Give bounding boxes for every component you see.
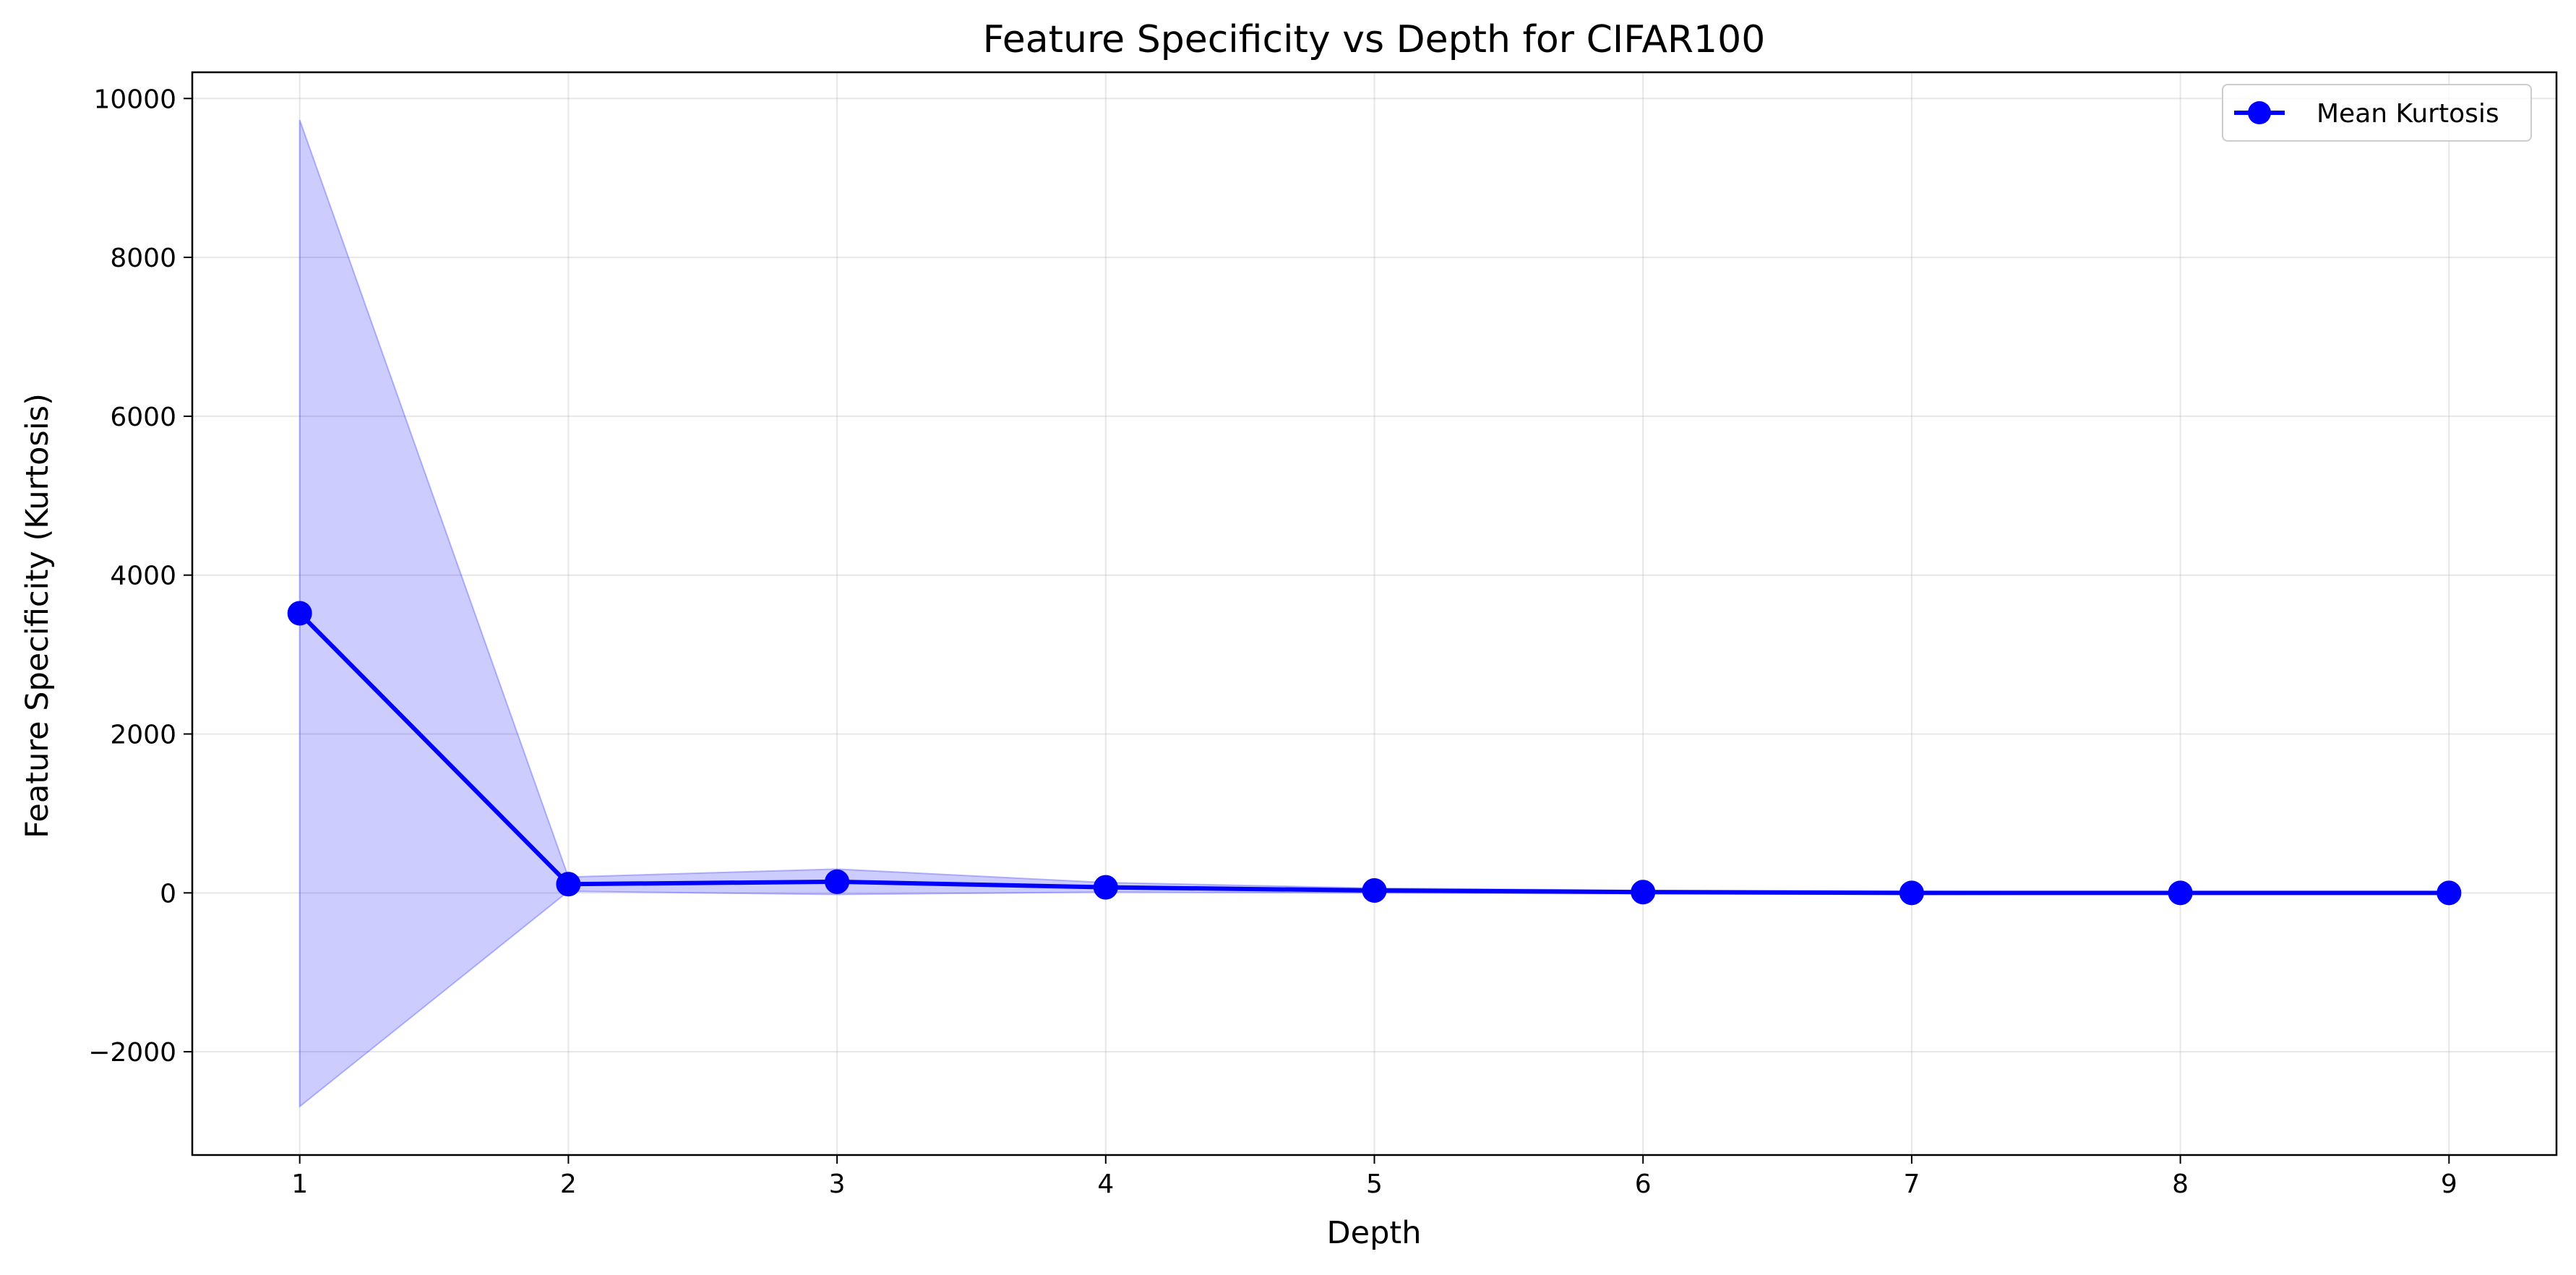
x-tick-label: 5 xyxy=(1366,1169,1383,1199)
x-tick-label: 1 xyxy=(291,1169,308,1199)
y-tick-label: 10000 xyxy=(93,85,176,114)
legend: Mean Kurtosis xyxy=(2222,84,2532,142)
legend-box xyxy=(2222,84,2532,142)
x-tick-label: 3 xyxy=(829,1169,846,1199)
x-tick-label: 2 xyxy=(560,1169,577,1199)
x-axis-label: Depth xyxy=(1327,1215,1422,1251)
data-point xyxy=(1899,880,1924,906)
plot-frame xyxy=(191,71,2558,1156)
data-point xyxy=(1631,880,1656,905)
data-point xyxy=(1093,875,1118,900)
y-tick-label: 8000 xyxy=(110,244,176,273)
y-tick-label: −2000 xyxy=(88,1038,176,1068)
data-point xyxy=(825,869,850,894)
chart-title: Feature Specificity vs Depth for CIFAR10… xyxy=(983,18,1766,61)
data-point xyxy=(1362,878,1387,903)
legend-label: Mean Kurtosis xyxy=(2317,99,2499,129)
y-tick-label: 4000 xyxy=(110,562,176,591)
ticks: 1 2 3 4 5 6 7 8 9 −2000 0 2000 4000 6000 8000 10000 xyxy=(88,85,2457,1199)
y-tick-label: 2000 xyxy=(110,721,176,750)
y-tick-label: 6000 xyxy=(110,403,176,432)
x-tick-label: 9 xyxy=(2441,1169,2457,1199)
x-tick-label: 4 xyxy=(1097,1169,1114,1199)
legend-marker xyxy=(2248,101,2271,124)
y-axis-label: Feature Specificity (Kurtosis) xyxy=(20,393,56,838)
data-point xyxy=(2437,880,2462,906)
x-tick-label: 7 xyxy=(1903,1169,1920,1199)
data-point xyxy=(2168,880,2193,906)
x-tick-label: 6 xyxy=(1635,1169,1652,1199)
data-point xyxy=(287,601,312,626)
y-tick-label: 0 xyxy=(160,879,176,909)
series-layer xyxy=(287,601,2462,906)
data-point xyxy=(556,872,581,897)
x-tick-label: 8 xyxy=(2172,1169,2189,1199)
